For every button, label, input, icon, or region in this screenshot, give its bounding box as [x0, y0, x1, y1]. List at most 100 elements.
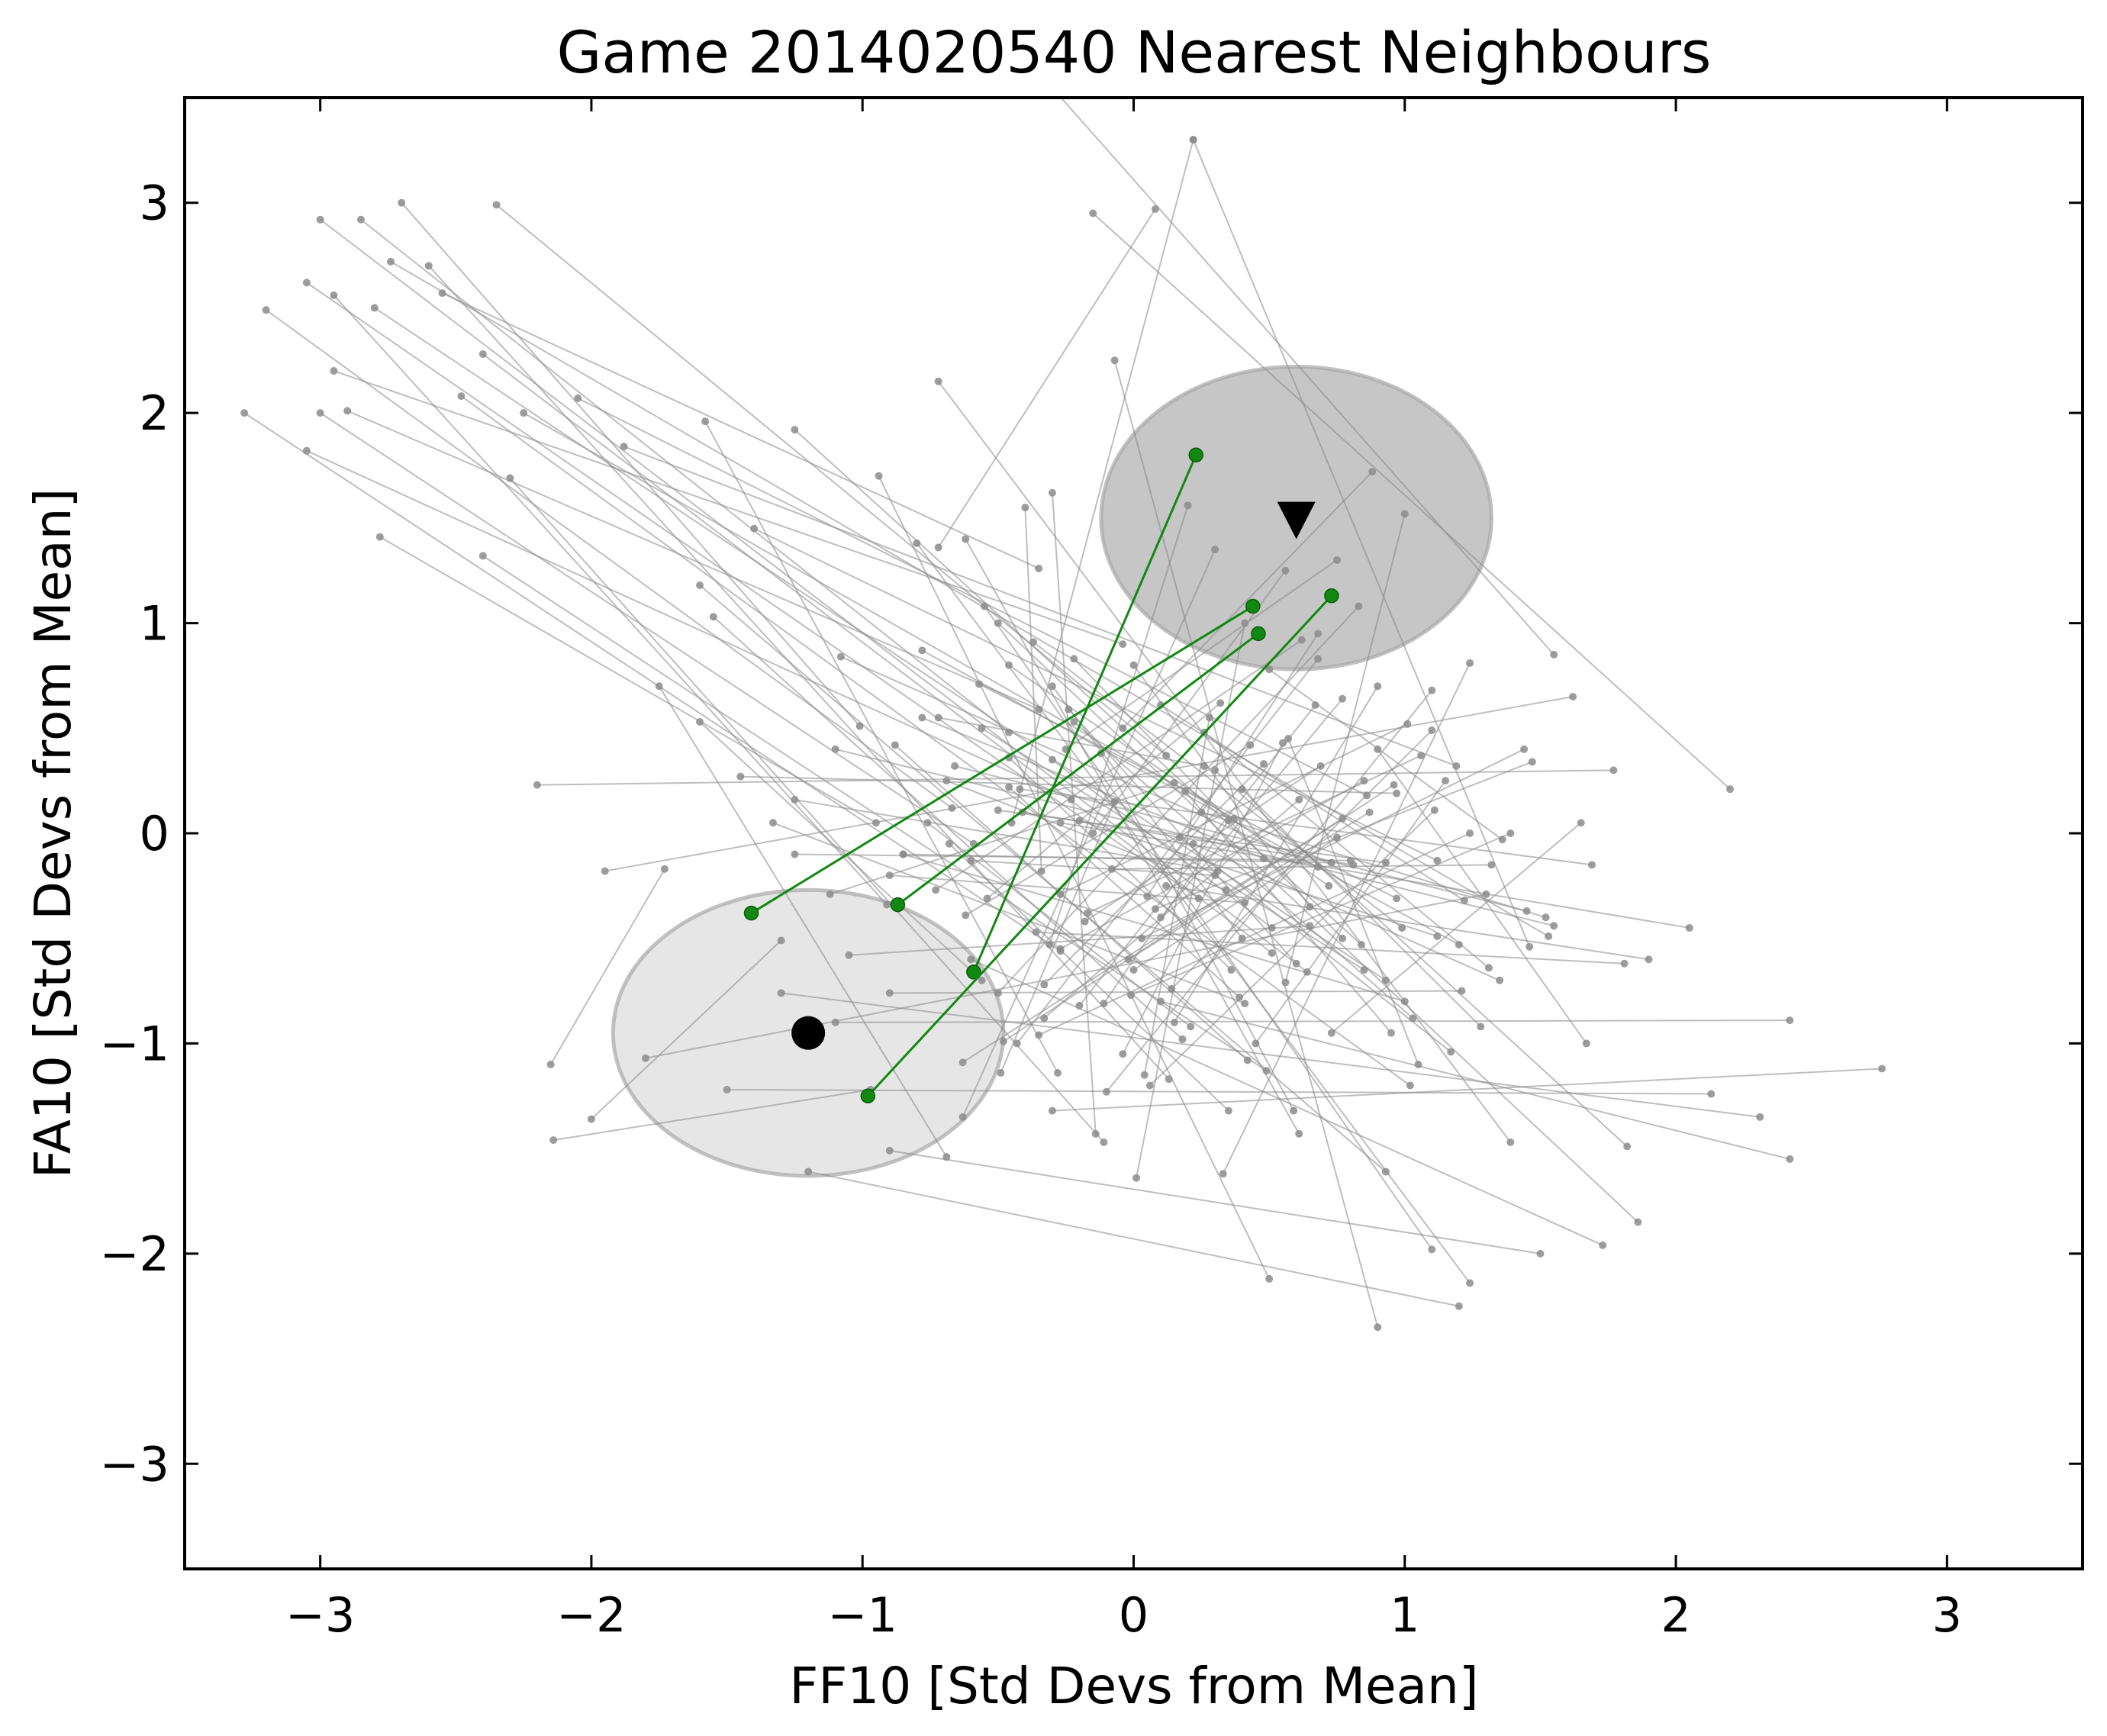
background-pair-line-42 — [1092, 212, 1731, 790]
background-point-42a — [1089, 209, 1097, 217]
neighbour-point-3b — [1188, 447, 1203, 462]
background-point-144b — [1374, 682, 1382, 691]
background-point-130b — [1297, 636, 1306, 644]
background-point-75a — [1184, 501, 1192, 510]
background-point-137b — [1100, 1000, 1108, 1008]
background-point-145a — [1070, 718, 1078, 726]
background-point-3a — [302, 279, 311, 287]
x-tick-label: 0 — [1119, 1587, 1149, 1643]
background-point-24a — [478, 552, 487, 560]
background-pair-line-68 — [740, 775, 1397, 794]
background-point-119a — [791, 795, 799, 804]
background-point-126b — [899, 850, 907, 858]
background-point-47b — [1374, 1323, 1382, 1332]
background-point-98b — [1458, 987, 1466, 995]
background-point-67b — [978, 976, 986, 984]
background-point-41b — [1582, 1039, 1590, 1048]
background-point-11b — [1165, 1075, 1173, 1084]
background-point-121b — [1306, 903, 1314, 911]
target-markers-layer — [791, 501, 1316, 1050]
background-point-123b — [1339, 814, 1347, 823]
background-point-18b — [1100, 1138, 1108, 1146]
background-point-125b — [1227, 966, 1236, 974]
neighbour-point-4b — [1324, 588, 1339, 604]
background-pair-line-13 — [482, 353, 1273, 954]
background-pair-line-110 — [1203, 732, 1490, 969]
x-axis-label: FF10 [Std Devs from Mean] — [789, 1657, 1478, 1715]
background-point-16a — [375, 533, 384, 541]
background-point-122b — [1433, 932, 1442, 940]
background-point-80a — [1021, 504, 1029, 512]
background-point-73b — [1460, 897, 1468, 905]
background-point-86b — [997, 1068, 1005, 1077]
background-pair-line-62 — [1016, 658, 1319, 1045]
neighbour-point-1a — [743, 905, 759, 921]
background-point-134b — [1065, 705, 1073, 713]
background-point-6b — [1035, 705, 1043, 713]
y-tick-label: 2 — [140, 385, 169, 441]
background-point-78a — [1265, 665, 1274, 674]
background-point-120a — [1477, 1023, 1485, 1031]
background-point-71b — [1400, 997, 1409, 1006]
background-point-124a — [1278, 739, 1287, 747]
background-pair-line-18 — [509, 477, 1105, 1143]
background-point-41a — [1374, 745, 1382, 753]
background-point-9a — [398, 198, 406, 207]
x-tick-label: 3 — [1932, 1587, 1962, 1643]
background-point-88a — [1339, 934, 1347, 942]
background-pair-line-29 — [591, 939, 782, 1120]
background-point-84a — [1075, 1001, 1084, 1010]
background-pair-line-112 — [1100, 752, 1294, 1112]
background-point-152a — [1252, 1039, 1260, 1048]
background-point-9b — [855, 722, 864, 730]
background-point-82a — [1016, 785, 1024, 794]
background-pair-line-144 — [1173, 685, 1379, 1023]
background-pair-line-123 — [962, 817, 1343, 1064]
neighbour-pair-line-2 — [897, 633, 1259, 906]
background-point-148a — [1314, 630, 1323, 638]
background-point-147b — [1189, 839, 1197, 848]
background-point-11a — [424, 262, 433, 270]
background-point-129a — [1181, 787, 1190, 795]
background-point-146b — [967, 856, 975, 865]
background-pair-line-36 — [1052, 1068, 1883, 1112]
background-point-85a — [945, 839, 953, 848]
background-point-66a — [836, 652, 845, 661]
background-pair-line-116 — [926, 822, 1191, 1028]
background-point-100a — [791, 850, 799, 858]
background-point-63b — [1102, 1087, 1110, 1096]
background-pair-line-19 — [523, 412, 1235, 820]
background-point-54a — [655, 682, 663, 691]
background-point-55a — [709, 613, 717, 621]
background-point-101a — [831, 745, 839, 753]
background-pair-line-16 — [379, 536, 877, 824]
background-point-70a — [826, 890, 834, 898]
neighbour-pair-line-4 — [867, 594, 1332, 1097]
background-point-145b — [1409, 1014, 1417, 1023]
background-point-13b — [1268, 949, 1276, 957]
background-point-32b — [1756, 1113, 1764, 1121]
background-pair-line-5 — [333, 295, 888, 906]
background-point-96b — [1620, 959, 1629, 968]
background-point-78b — [1498, 836, 1506, 844]
background-point-104b — [1447, 1048, 1455, 1056]
background-point-93b — [1056, 819, 1065, 827]
background-point-22a — [330, 367, 338, 375]
background-point-108b — [1216, 699, 1225, 707]
background-point-59a — [981, 602, 989, 610]
background-point-17a — [457, 392, 466, 401]
background-point-53b — [1381, 1168, 1390, 1176]
background-point-127b — [1084, 909, 1092, 917]
background-point-15b — [1067, 795, 1075, 804]
background-point-2b — [948, 804, 956, 812]
background-point-4b — [1303, 968, 1311, 976]
background-point-29a — [587, 1115, 595, 1123]
background-point-38b — [1634, 1218, 1642, 1226]
background-point-142b — [1349, 861, 1358, 869]
background-point-147a — [1496, 976, 1504, 984]
background-point-85b — [1224, 1106, 1232, 1115]
background-point-148b — [1143, 892, 1152, 900]
background-point-107b — [1243, 1056, 1252, 1064]
background-point-113a — [1151, 905, 1159, 913]
neighbour-point-2a — [890, 897, 906, 913]
